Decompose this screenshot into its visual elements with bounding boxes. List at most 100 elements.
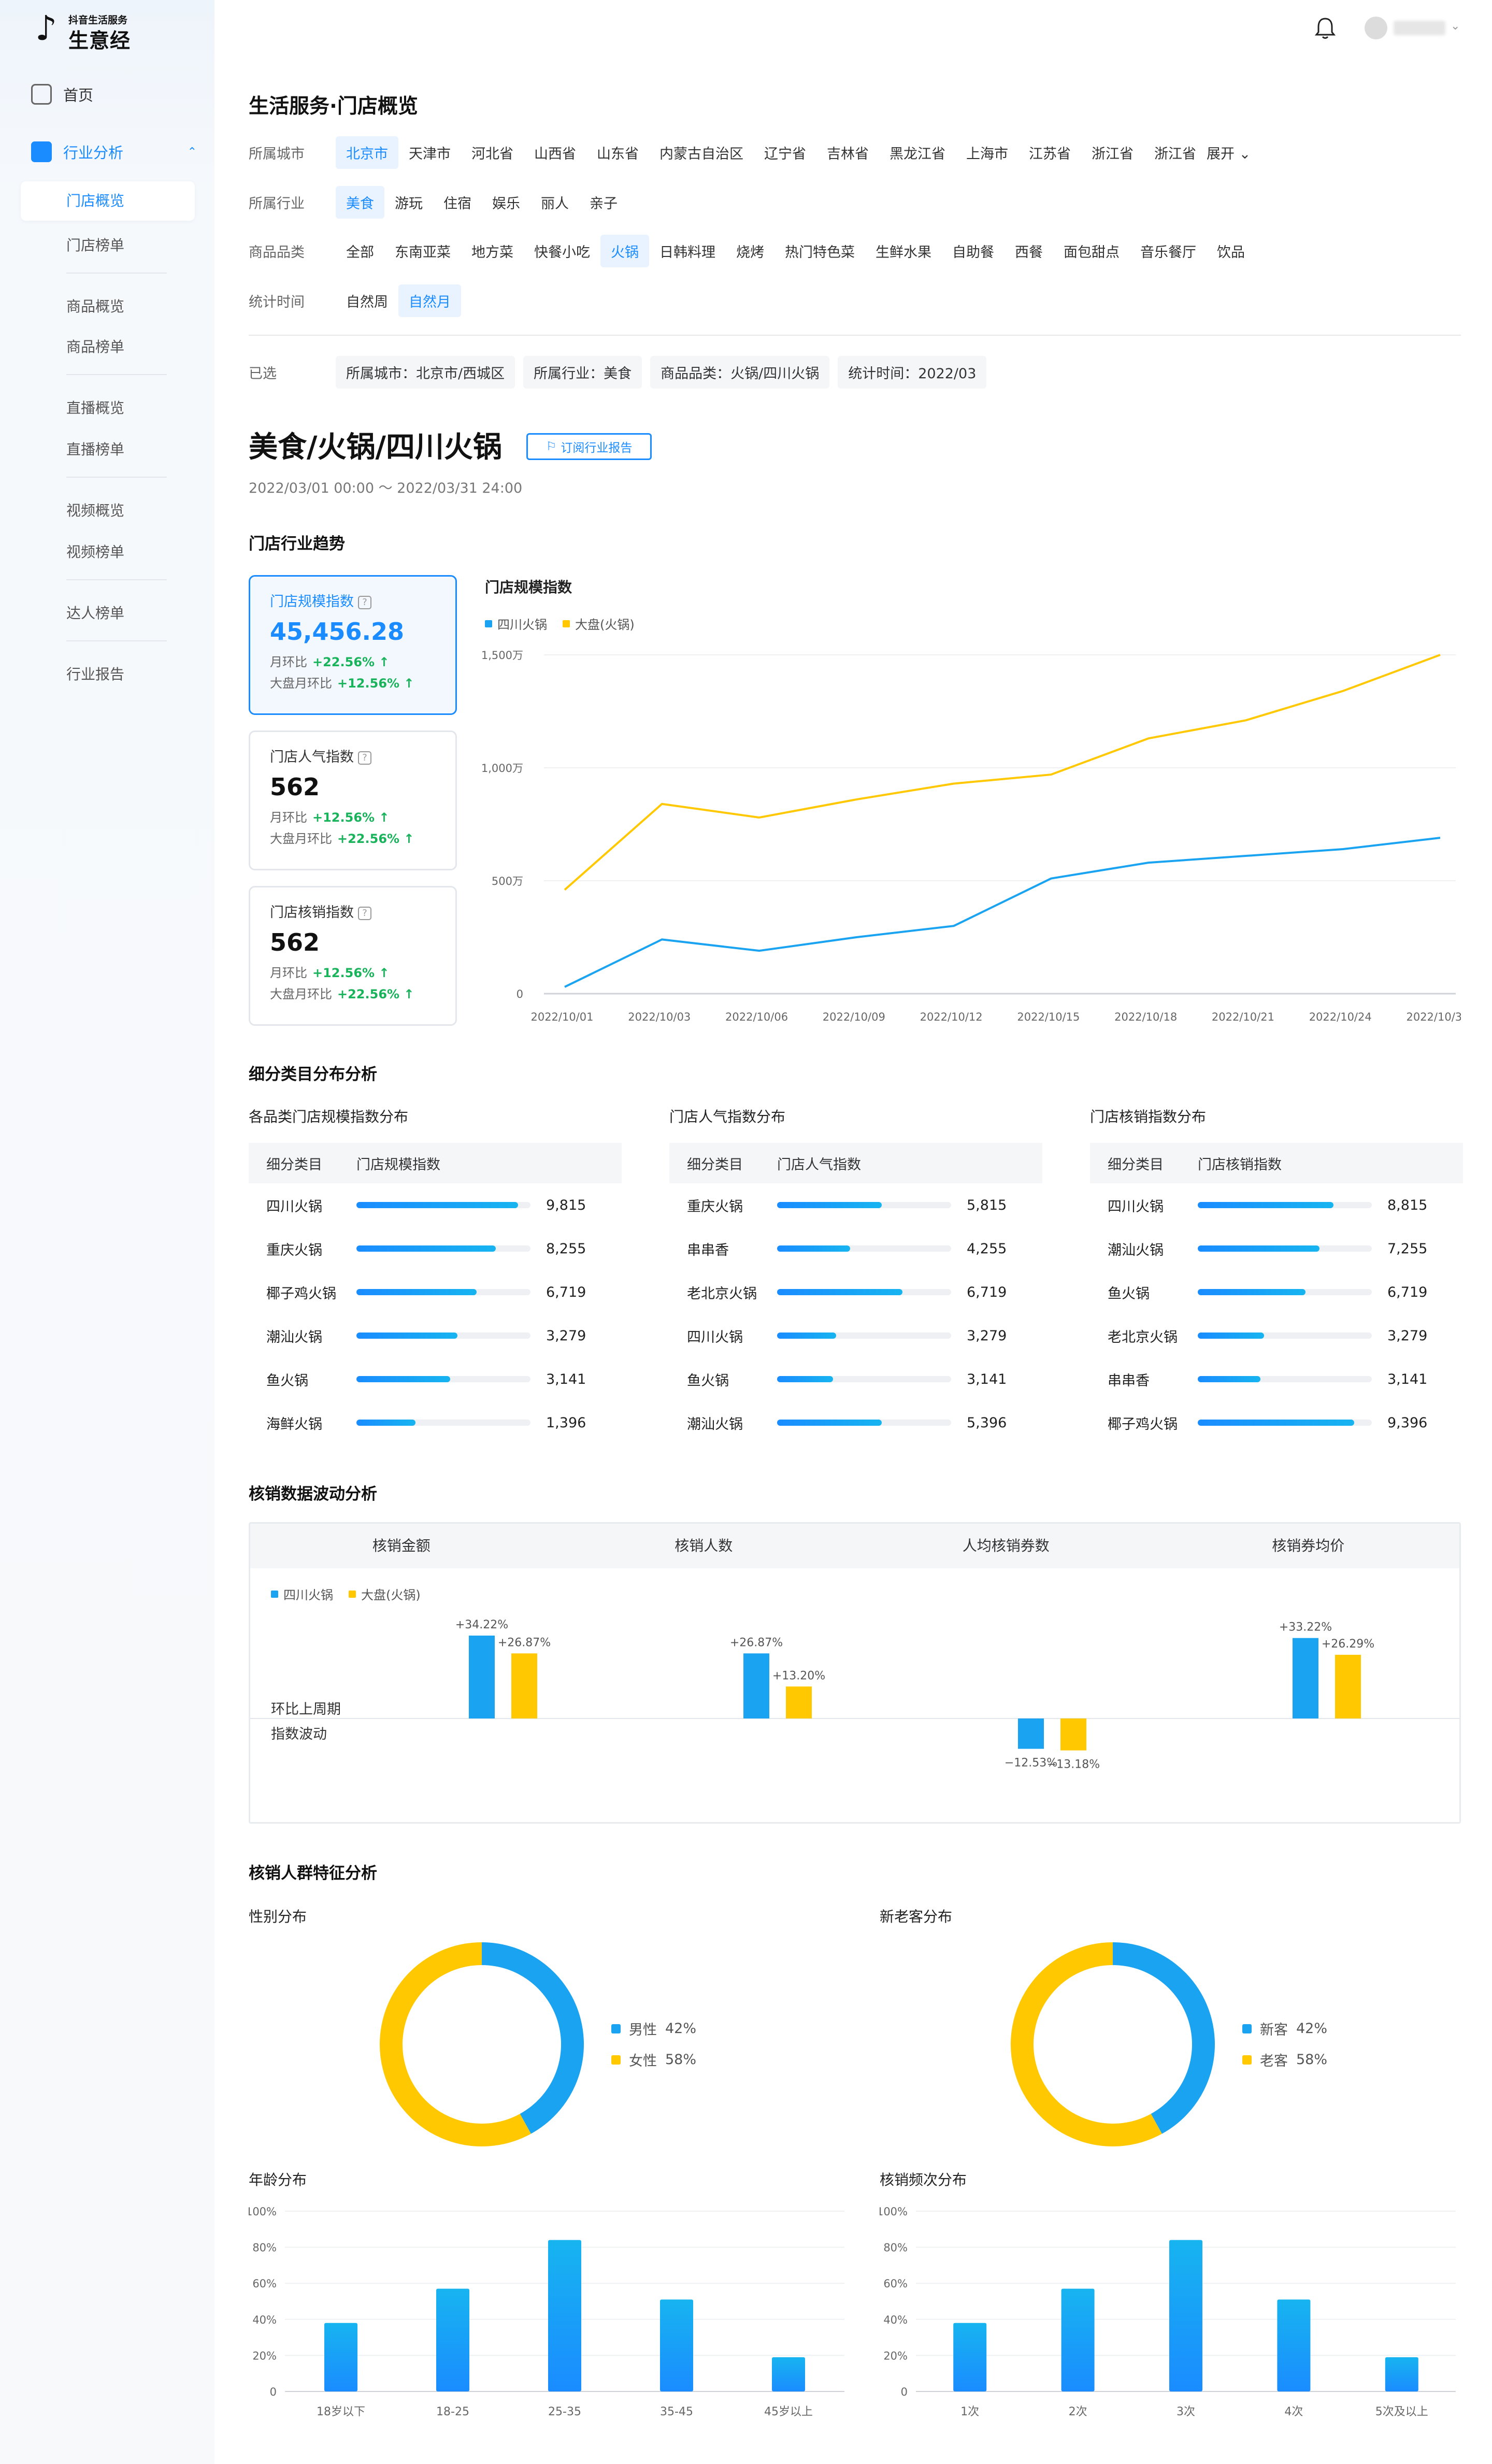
filter-option[interactable]: 自然周 — [346, 294, 388, 310]
category-name: 四川火锅 — [1108, 1198, 1164, 1215]
filter-option[interactable]: 自然月 — [398, 284, 461, 317]
filter-option[interactable]: 上海市 — [966, 146, 1008, 162]
table-row[interactable]: 椰子鸡火锅 9,396 — [1090, 1401, 1463, 1444]
filter-option[interactable]: 火锅 — [600, 234, 649, 267]
filter-option[interactable]: 内蒙古自治区 — [659, 146, 743, 162]
sidebar-item-store-ranking[interactable]: 门店榜单 — [66, 237, 125, 254]
legend-label: 四川火锅 — [283, 1588, 333, 1602]
filter-option[interactable]: 浙江省 — [1154, 146, 1196, 162]
filter-option[interactable]: 丽人 — [541, 195, 569, 212]
filter-option[interactable]: 快餐小吃 — [534, 244, 590, 261]
user-name-blurred[interactable] — [1394, 21, 1445, 35]
table-row[interactable]: 四川火锅 9,815 — [249, 1183, 622, 1227]
selected-chip[interactable]: 所属行业：美食 — [523, 355, 642, 389]
table-row[interactable]: 潮汕火锅 7,255 — [1090, 1227, 1463, 1270]
filter-option[interactable]: 亲子 — [590, 195, 618, 212]
filter-option[interactable]: 东南亚菜 — [395, 244, 451, 261]
logo-title: 生意经 — [68, 30, 131, 53]
filter-option[interactable]: 音乐餐厅 — [1140, 244, 1196, 261]
sidebar-item-video-overview[interactable]: 视频概览 — [66, 502, 125, 519]
question-icon[interactable]: ? — [358, 751, 371, 765]
metric-card[interactable]: 门店人气指数? 562 月环比 +12.56% ↑ 大盘月环比 +22.56% ↑ — [249, 730, 457, 870]
table-row[interactable]: 四川火锅 8,815 — [1090, 1183, 1463, 1227]
y-tick-label: 20% — [252, 2350, 277, 2362]
column-header: 细分类目 — [1108, 1156, 1164, 1173]
logo[interactable]: ♪ 抖音生活服务 生意经 — [31, 9, 145, 53]
table-row[interactable]: 老北京火锅 6,719 — [669, 1270, 1042, 1314]
sidebar-item-label: 首页 — [63, 87, 94, 104]
table-row[interactable]: 串串香 4,255 — [669, 1227, 1042, 1270]
sidebar-item-goods-ranking[interactable]: 商品榜单 — [66, 338, 125, 355]
table-row[interactable]: 潮汕火锅 3,279 — [249, 1314, 622, 1357]
filter-option[interactable]: 浙江省 — [1092, 146, 1134, 162]
filter-option[interactable]: 自助餐 — [952, 244, 994, 261]
sidebar-item-store-overview[interactable]: 门店概览 — [21, 181, 195, 221]
home-icon — [31, 84, 52, 105]
bar-track — [356, 1376, 530, 1382]
table-row[interactable]: 重庆火锅 5,815 — [669, 1183, 1042, 1227]
question-icon[interactable]: ? — [358, 595, 371, 609]
filter-option[interactable]: 日韩料理 — [659, 244, 715, 261]
y-tick-label: 0 — [901, 2386, 908, 2398]
filter-option[interactable]: 生鲜水果 — [876, 244, 931, 261]
fluctuation-column-header: 核销金额 — [372, 1537, 431, 1554]
subscribe-report-button[interactable]: ⚐ 订阅行业报告 — [526, 433, 652, 460]
selected-chip[interactable]: 统计时间：2022/03 — [838, 355, 987, 389]
filter-option[interactable]: 游玩 — [395, 195, 423, 212]
metric-card[interactable]: 门店规模指数? 45,456.28 月环比 +22.56% ↑ 大盘月环比 +12.56%… — [249, 575, 457, 715]
filter-option[interactable]: 黑龙江省 — [890, 146, 945, 162]
table-row[interactable]: 海鲜火锅 1,396 — [249, 1401, 622, 1444]
expand-button[interactable]: 展开 ⌄ — [1207, 142, 1251, 163]
x-tick-label: 2022/10/15 — [1017, 1011, 1080, 1023]
sidebar-item-live-ranking[interactable]: 直播榜单 — [66, 441, 125, 458]
filter-option[interactable]: 山西省 — [534, 146, 576, 162]
table-row[interactable]: 潮汕火锅 5,396 — [669, 1401, 1042, 1444]
table-row[interactable]: 椰子鸡火锅 6,719 — [249, 1270, 622, 1314]
filter-option[interactable]: 地方菜 — [471, 244, 513, 261]
sidebar-item-creator-ranking[interactable]: 达人榜单 — [66, 605, 125, 622]
table-row[interactable]: 鱼火锅 3,141 — [249, 1357, 622, 1401]
filter-option[interactable]: 美食 — [336, 185, 384, 219]
filter-option[interactable]: 江苏省 — [1029, 146, 1071, 162]
question-icon[interactable]: ? — [358, 906, 371, 920]
filter-option[interactable]: 烧烤 — [736, 244, 764, 261]
filter-option[interactable]: 山东省 — [597, 146, 639, 162]
sidebar-item-home[interactable]: 首页 — [31, 82, 93, 107]
table-row[interactable]: 鱼火锅 6,719 — [1090, 1270, 1463, 1314]
filter-option[interactable]: 住宿 — [443, 195, 471, 212]
avatar[interactable] — [1365, 17, 1387, 39]
sidebar-item-live-overview[interactable]: 直播概览 — [66, 399, 125, 417]
table-row[interactable]: 老北京火锅 3,279 — [1090, 1314, 1463, 1357]
filter-option[interactable]: 热门特色菜 — [785, 244, 855, 261]
table-row[interactable]: 四川火锅 3,279 — [669, 1314, 1042, 1357]
filter-option[interactable]: 全部 — [346, 244, 374, 261]
category-name: 重庆火锅 — [266, 1242, 322, 1258]
metric-card[interactable]: 门店核销指数? 562 月环比 +12.56% ↑ 大盘月环比 +22.56% ↑ — [249, 886, 457, 1026]
selected-chip[interactable]: 所属城市：北京市/西城区 — [336, 355, 515, 389]
table-row[interactable]: 重庆火锅 8,255 — [249, 1227, 622, 1270]
filter-option[interactable]: 辽宁省 — [764, 146, 806, 162]
sidebar-item-goods-overview[interactable]: 商品概览 — [66, 298, 125, 315]
legend-swatch — [611, 2024, 621, 2033]
filter-option[interactable]: 吉林省 — [827, 146, 869, 162]
bell-icon[interactable] — [1312, 16, 1338, 41]
filter-option[interactable]: 北京市 — [336, 136, 398, 169]
filter-option[interactable]: 天津市 — [409, 146, 451, 162]
chevron-down-icon[interactable]: ⌄ — [1451, 20, 1460, 33]
sidebar-item-video-ranking[interactable]: 视频榜单 — [66, 543, 125, 561]
table-row[interactable]: 串串香 3,141 — [1090, 1357, 1463, 1401]
selected-chip[interactable]: 商品品类：火锅/四川火锅 — [650, 355, 830, 389]
filter-option[interactable]: 饮品 — [1217, 244, 1245, 261]
sidebar-group-industry-analysis[interactable]: 行业分析 ⌃ — [31, 139, 197, 165]
category-name: 椰子鸡火锅 — [1108, 1416, 1178, 1432]
table-row[interactable]: 鱼火锅 3,141 — [669, 1357, 1042, 1401]
legend-value: 42% — [1296, 2021, 1328, 2037]
filter-option[interactable]: 娱乐 — [492, 195, 520, 212]
bar — [1018, 1718, 1044, 1749]
filter-option[interactable]: 面包甜点 — [1064, 244, 1120, 261]
category-name: 潮汕火锅 — [687, 1416, 743, 1432]
x-tick-label: 2022/10/21 — [1212, 1011, 1274, 1023]
filter-option[interactable]: 西餐 — [1015, 244, 1043, 261]
sidebar-item-industry-report[interactable]: 行业报告 — [66, 666, 125, 683]
filter-option[interactable]: 河北省 — [471, 146, 513, 162]
